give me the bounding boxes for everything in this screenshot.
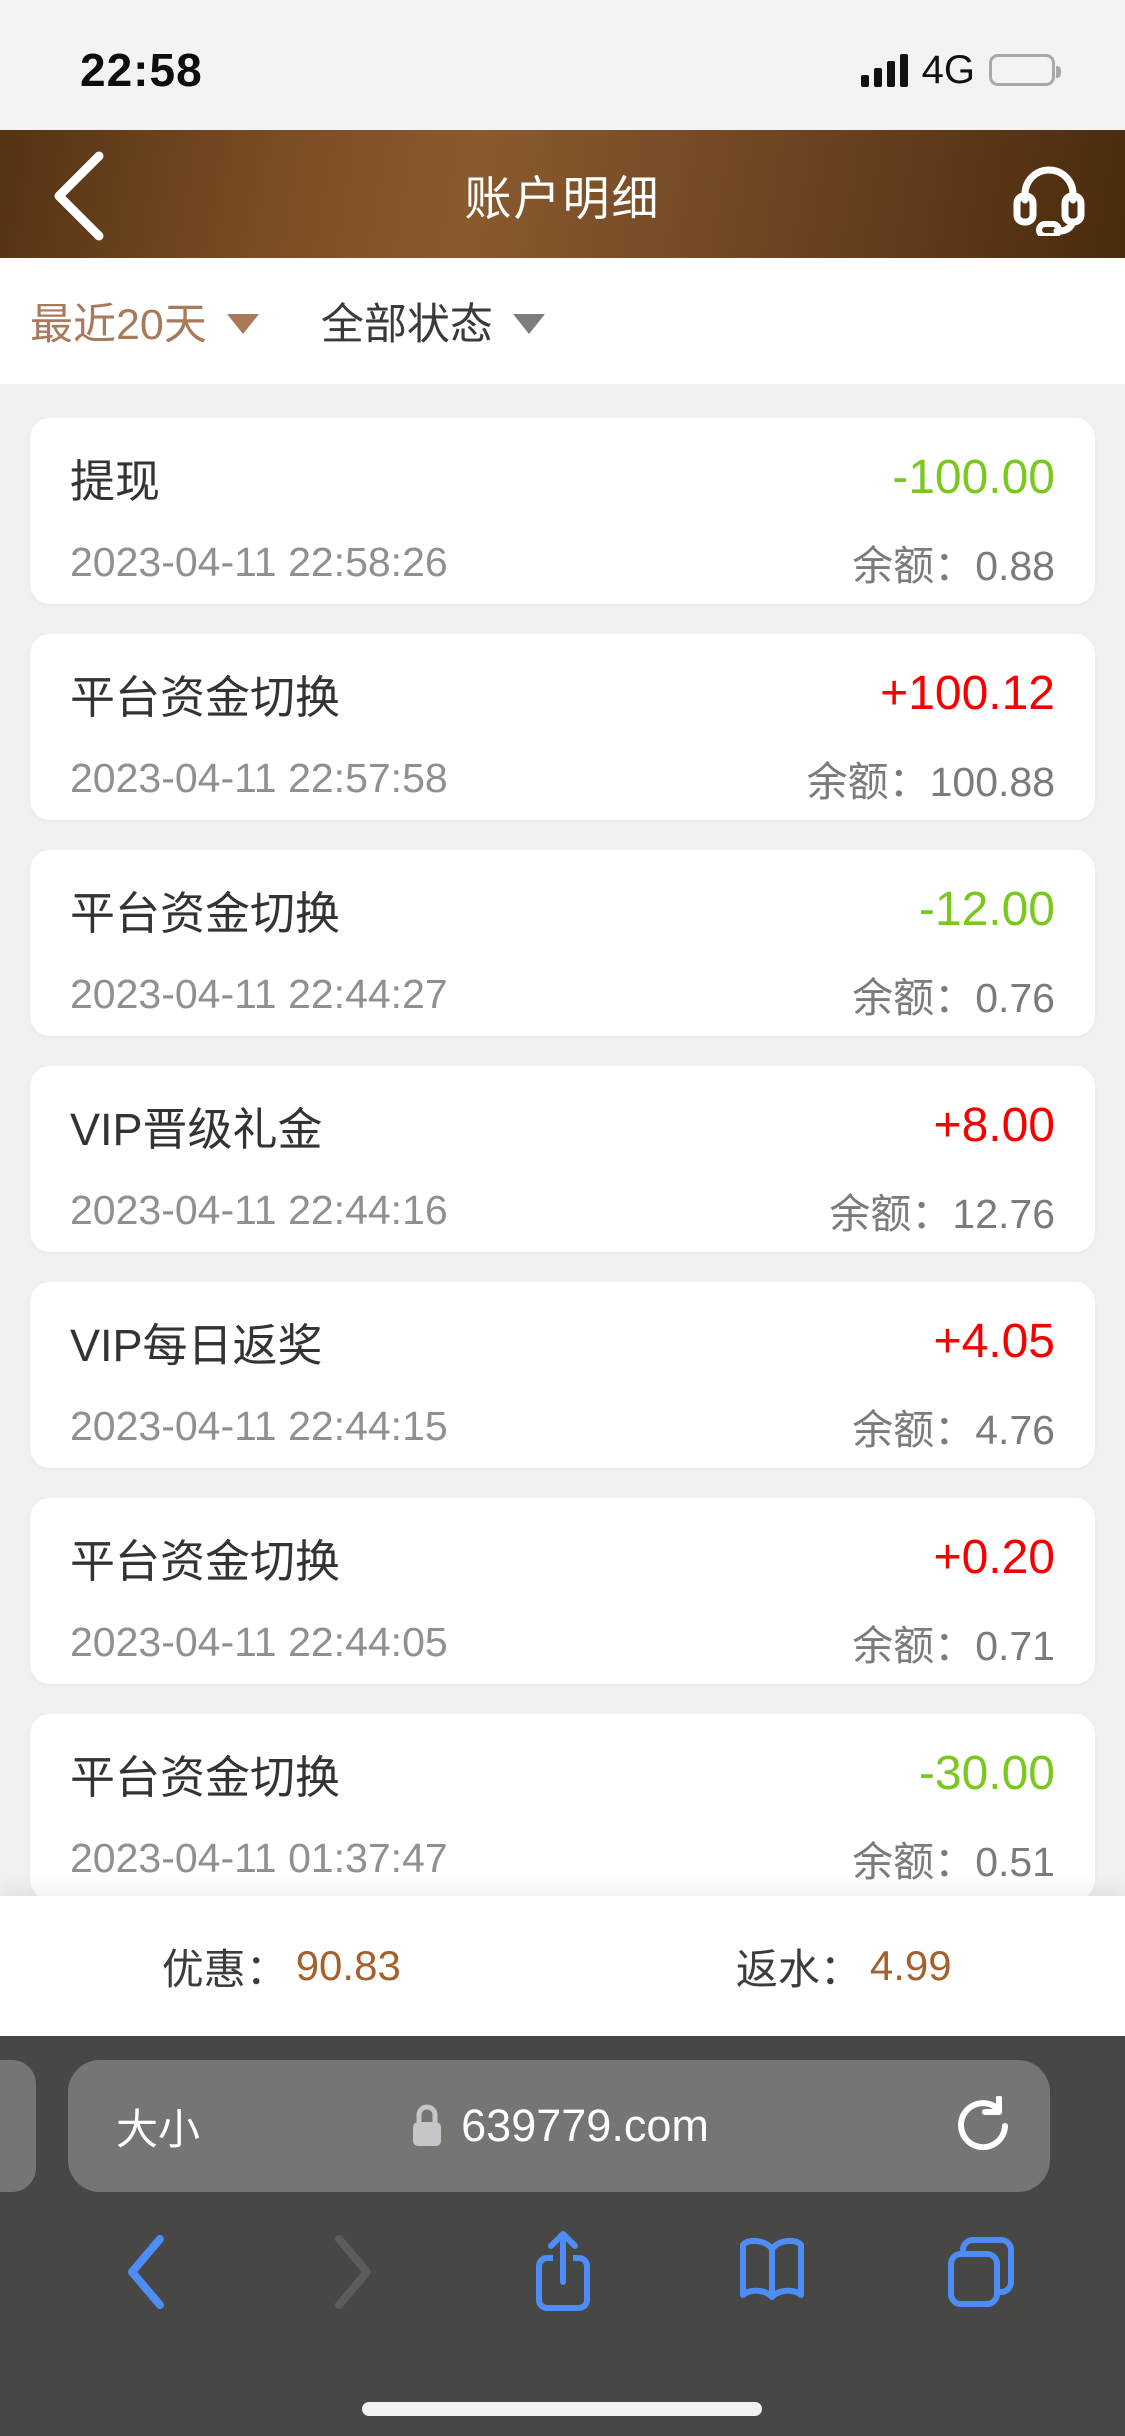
date-range-filter-label: 最近20天 (30, 301, 207, 349)
browser-toolbar (0, 2222, 1125, 2322)
transaction-card[interactable]: 提现 -100.00 2023-04-11 22:58:26 余额：0.88 (30, 418, 1095, 604)
promo-summary: 优惠： 90.83 (0, 1936, 563, 1997)
clock: 22:58 (80, 44, 203, 96)
page-title: 账户明细 (464, 171, 661, 225)
status-indicators: 4G (860, 47, 1061, 93)
triangle-down-icon (512, 314, 545, 334)
status-filter-label: 全部状态 (320, 301, 493, 349)
transaction-amount: +0.20 (933, 1530, 1055, 1584)
transaction-datetime: 2023-04-11 22:44:05 (70, 1618, 448, 1665)
transaction-type: 平台资金切换 (70, 1535, 341, 1587)
transaction-type: 提现 (70, 455, 161, 507)
transaction-amount: +8.00 (933, 1098, 1055, 1152)
transaction-balance: 余额：0.51 (852, 1839, 1055, 1885)
browser-back-button[interactable] (105, 2230, 185, 2314)
promo-value: 90.83 (295, 1942, 401, 1989)
url-bar-row: 大小 639779.com (0, 2060, 1125, 2192)
back-icon[interactable] (44, 148, 114, 243)
summary-bar: 优惠： 90.83 返水： 4.99 (0, 1896, 1125, 2036)
network-type-label: 4G (921, 47, 975, 92)
status-filter[interactable]: 全部状态 (321, 290, 545, 352)
transaction-datetime: 2023-04-11 22:58:26 (70, 538, 448, 585)
transaction-amount: -30.00 (918, 1746, 1055, 1800)
transaction-balance: 余额：0.71 (852, 1623, 1055, 1669)
transaction-type: 平台资金切换 (70, 887, 341, 939)
transaction-list: 提现 -100.00 2023-04-11 22:58:26 余额：0.88 平… (0, 384, 1125, 2036)
promo-label: 优惠： (161, 1945, 288, 1993)
transaction-card[interactable]: 平台资金切换 +100.12 2023-04-11 22:57:58 余额：10… (30, 634, 1095, 820)
transaction-balance: 余额：0.88 (852, 543, 1055, 589)
text-size-button[interactable]: 大小 (116, 2105, 201, 2153)
transaction-type: VIP每日返奖 (70, 1319, 323, 1371)
date-range-filter[interactable]: 最近20天 (30, 290, 259, 352)
transaction-card[interactable]: 平台资金切换 +0.20 2023-04-11 22:44:05 余额：0.71 (30, 1498, 1095, 1684)
share-icon[interactable] (523, 2230, 603, 2314)
transaction-type: VIP晋级礼金 (70, 1103, 323, 1155)
transaction-amount: -12.00 (918, 882, 1055, 936)
home-indicator[interactable] (362, 2402, 762, 2416)
browser-forward-button[interactable] (314, 2230, 394, 2314)
transaction-datetime: 2023-04-11 22:57:58 (70, 754, 448, 801)
url-text: 639779.com (461, 2100, 709, 2151)
transaction-type: 平台资金切换 (70, 671, 341, 723)
transaction-datetime: 2023-04-11 01:37:47 (70, 1834, 448, 1881)
transaction-card[interactable]: VIP晋级礼金 +8.00 2023-04-11 22:44:16 余额：12.… (30, 1066, 1095, 1252)
transaction-amount: -100.00 (892, 450, 1055, 504)
status-bar: 22:58 4G (0, 0, 1125, 130)
transaction-balance: 余额：100.88 (806, 759, 1055, 805)
battery-icon (989, 54, 1061, 86)
headset-icon[interactable] (1011, 156, 1087, 236)
transaction-card[interactable]: 平台资金切换 -30.00 2023-04-11 01:37:47 余额：0.5… (30, 1714, 1095, 1900)
rebate-label: 返水： (735, 1945, 862, 1993)
transaction-datetime: 2023-04-11 22:44:16 (70, 1186, 448, 1233)
transaction-balance: 余额：4.76 (852, 1407, 1055, 1453)
address-bar[interactable]: 大小 639779.com (68, 2060, 1050, 2192)
transaction-balance: 余额：0.76 (852, 975, 1055, 1021)
reload-icon[interactable] (954, 2096, 1008, 2156)
rebate-value: 4.99 (869, 1942, 952, 1989)
adjacent-tab-edge[interactable] (0, 2060, 36, 2192)
transaction-datetime: 2023-04-11 22:44:15 (70, 1402, 448, 1449)
transaction-card[interactable]: VIP每日返奖 +4.05 2023-04-11 22:44:15 余额：4.7… (30, 1282, 1095, 1468)
rebate-summary: 返水： 4.99 (563, 1936, 1125, 1997)
filter-bar: 最近20天 全部状态 (0, 258, 1125, 384)
browser-chrome: 大小 639779.com (0, 2036, 1125, 2436)
triangle-down-icon (226, 314, 259, 334)
bookmarks-icon[interactable] (732, 2230, 812, 2314)
signal-strength-icon (860, 53, 908, 87)
transaction-amount: +100.12 (880, 666, 1055, 720)
tabs-icon[interactable] (941, 2230, 1021, 2314)
transaction-type: 平台资金切换 (70, 1751, 341, 1803)
transaction-amount: +4.05 (933, 1314, 1055, 1368)
transaction-datetime: 2023-04-11 22:44:27 (70, 970, 448, 1017)
transaction-card[interactable]: 平台资金切换 -12.00 2023-04-11 22:44:27 余额：0.7… (30, 850, 1095, 1036)
lock-icon (413, 2104, 442, 2146)
app-header: 账户明细 (0, 130, 1125, 258)
transaction-balance: 余额：12.76 (829, 1191, 1055, 1237)
